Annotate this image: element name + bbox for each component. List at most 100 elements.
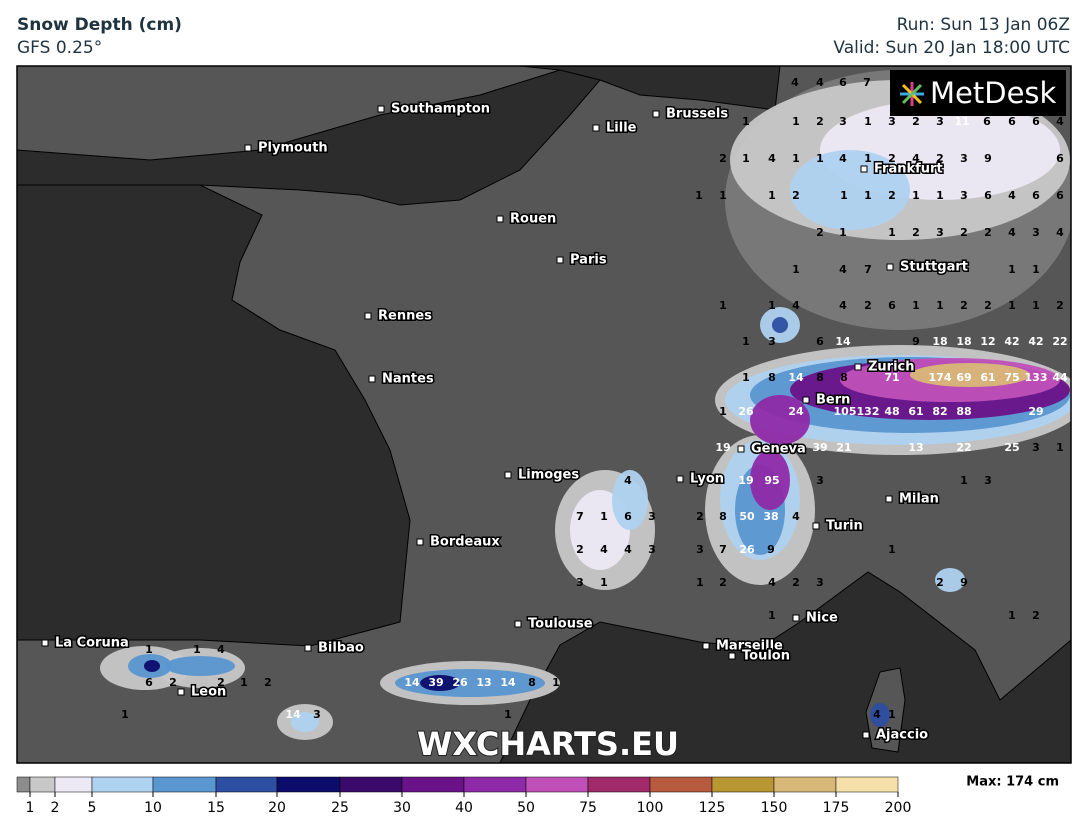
city-label: Rennes bbox=[378, 309, 432, 324]
city-label: Limoges bbox=[518, 468, 579, 483]
watermark: WXCHARTS.EU bbox=[417, 725, 679, 763]
snow-label: 6 bbox=[1008, 115, 1016, 128]
snow-label: 38 bbox=[763, 510, 778, 523]
model: GFS 0.25° bbox=[17, 38, 102, 58]
city-marker bbox=[860, 165, 868, 173]
snow-label: 1 bbox=[888, 226, 896, 239]
snow-label: 22 bbox=[956, 441, 971, 454]
snow-area bbox=[165, 656, 235, 676]
snow-label: 61 bbox=[980, 371, 995, 384]
snow-label: 1 bbox=[504, 708, 512, 721]
snow-label: 133 bbox=[1025, 371, 1048, 384]
sea bbox=[519, 66, 781, 111]
city-label: Bern bbox=[816, 393, 850, 408]
snow-label: 3 bbox=[696, 543, 704, 556]
city-marker bbox=[652, 110, 660, 118]
city-label: Paris bbox=[570, 253, 607, 268]
snow-label: 6 bbox=[839, 76, 847, 89]
snow-label: 7 bbox=[863, 76, 871, 89]
snow-label: 4 bbox=[600, 543, 608, 556]
snow-label: 14 bbox=[285, 708, 301, 721]
city-marker bbox=[304, 644, 312, 652]
snow-label: 21 bbox=[836, 441, 851, 454]
sea bbox=[499, 571, 1071, 763]
snow-label: 2 bbox=[960, 299, 968, 312]
snow-label: 2 bbox=[888, 152, 896, 165]
snow-label: 1 bbox=[121, 708, 129, 721]
snow-label: 2 bbox=[912, 115, 920, 128]
snow-label: 9 bbox=[984, 152, 992, 165]
snow-label: 19 bbox=[738, 474, 753, 487]
snow-label: 7 bbox=[719, 543, 727, 556]
snow-label: 2 bbox=[719, 576, 727, 589]
snow-label: 3 bbox=[1032, 226, 1040, 239]
snow-label: 6 bbox=[1056, 189, 1064, 202]
city-marker bbox=[177, 688, 185, 696]
snow-label: 26 bbox=[738, 405, 754, 418]
snow-label: 18 bbox=[956, 335, 971, 348]
valid: Valid: Sun 20 Jan 18:00 UTC bbox=[833, 38, 1070, 58]
snow-label: 69 bbox=[956, 371, 971, 384]
legend-tick-label: 75 bbox=[579, 800, 597, 816]
sea bbox=[17, 184, 411, 647]
snow-label: 1 bbox=[600, 510, 608, 523]
snow-label: 4 bbox=[839, 263, 847, 276]
snow-label: 1 bbox=[719, 299, 727, 312]
city-marker bbox=[737, 445, 745, 453]
legend-swatch bbox=[339, 776, 403, 793]
snow-label: 1 bbox=[240, 676, 248, 689]
snow-label: 29 bbox=[1028, 405, 1043, 418]
snow-label: 2 bbox=[960, 226, 968, 239]
snow-label: 1 bbox=[960, 474, 968, 487]
city-marker bbox=[702, 642, 710, 650]
snow-label: 4 bbox=[1008, 189, 1016, 202]
legend-swatch bbox=[276, 776, 341, 793]
snow-label: 2 bbox=[792, 576, 800, 589]
title: Snow Depth (cm) bbox=[17, 15, 182, 35]
snow-label: 14 bbox=[404, 676, 420, 689]
snow-label: 6 bbox=[983, 115, 991, 128]
snow-label: 14 bbox=[500, 676, 516, 689]
snow-label: 3 bbox=[1032, 441, 1040, 454]
snow-area bbox=[870, 703, 890, 727]
snow-label: 26 bbox=[739, 543, 755, 556]
snow-area bbox=[935, 568, 965, 592]
snow-label: 1 bbox=[912, 299, 920, 312]
max-label: Max: 174 cm bbox=[966, 775, 1059, 790]
snow-label: 2 bbox=[912, 226, 920, 239]
snow-area bbox=[750, 450, 790, 510]
city-label: Lyon bbox=[690, 472, 724, 487]
snow-label: 18 bbox=[932, 335, 947, 348]
legend-tick-label: 1 bbox=[26, 800, 35, 816]
snow-label: 1 bbox=[816, 152, 824, 165]
city-marker bbox=[862, 731, 870, 739]
snow-label: 4 bbox=[912, 152, 920, 165]
snow-label: 3 bbox=[816, 576, 824, 589]
snow-label: 1 bbox=[936, 299, 944, 312]
snow-label: 75 bbox=[1004, 371, 1019, 384]
city-label: Southampton bbox=[391, 102, 490, 117]
snow-label: 4 bbox=[768, 152, 776, 165]
snow-label: 3 bbox=[839, 115, 847, 128]
snow-label: 132 bbox=[857, 405, 880, 418]
snow-label: 1 bbox=[1008, 609, 1016, 622]
legend-tick-label: 100 bbox=[637, 800, 664, 816]
snow-label: 2 bbox=[864, 299, 872, 312]
snow-label: 4 bbox=[839, 299, 847, 312]
snow-label: 4 bbox=[217, 643, 225, 656]
snow-label: 1 bbox=[1032, 299, 1040, 312]
snow-label: 88 bbox=[956, 405, 971, 418]
legend-tick-label: 2 bbox=[51, 800, 60, 816]
city-marker bbox=[728, 652, 736, 660]
city-label: Nice bbox=[806, 611, 838, 626]
snow-label: 4 bbox=[792, 510, 800, 523]
snow-label: 4 bbox=[816, 76, 824, 89]
city-label: Stuttgart bbox=[900, 260, 968, 275]
snow-label: 12 bbox=[980, 335, 995, 348]
city-label: Brussels bbox=[666, 107, 728, 122]
legend-swatch bbox=[525, 776, 589, 793]
snow-label: 1 bbox=[864, 189, 872, 202]
city-label: Milan bbox=[899, 492, 939, 507]
snow-label: 6 bbox=[888, 299, 896, 312]
legend-tick-label: 50 bbox=[517, 800, 535, 816]
